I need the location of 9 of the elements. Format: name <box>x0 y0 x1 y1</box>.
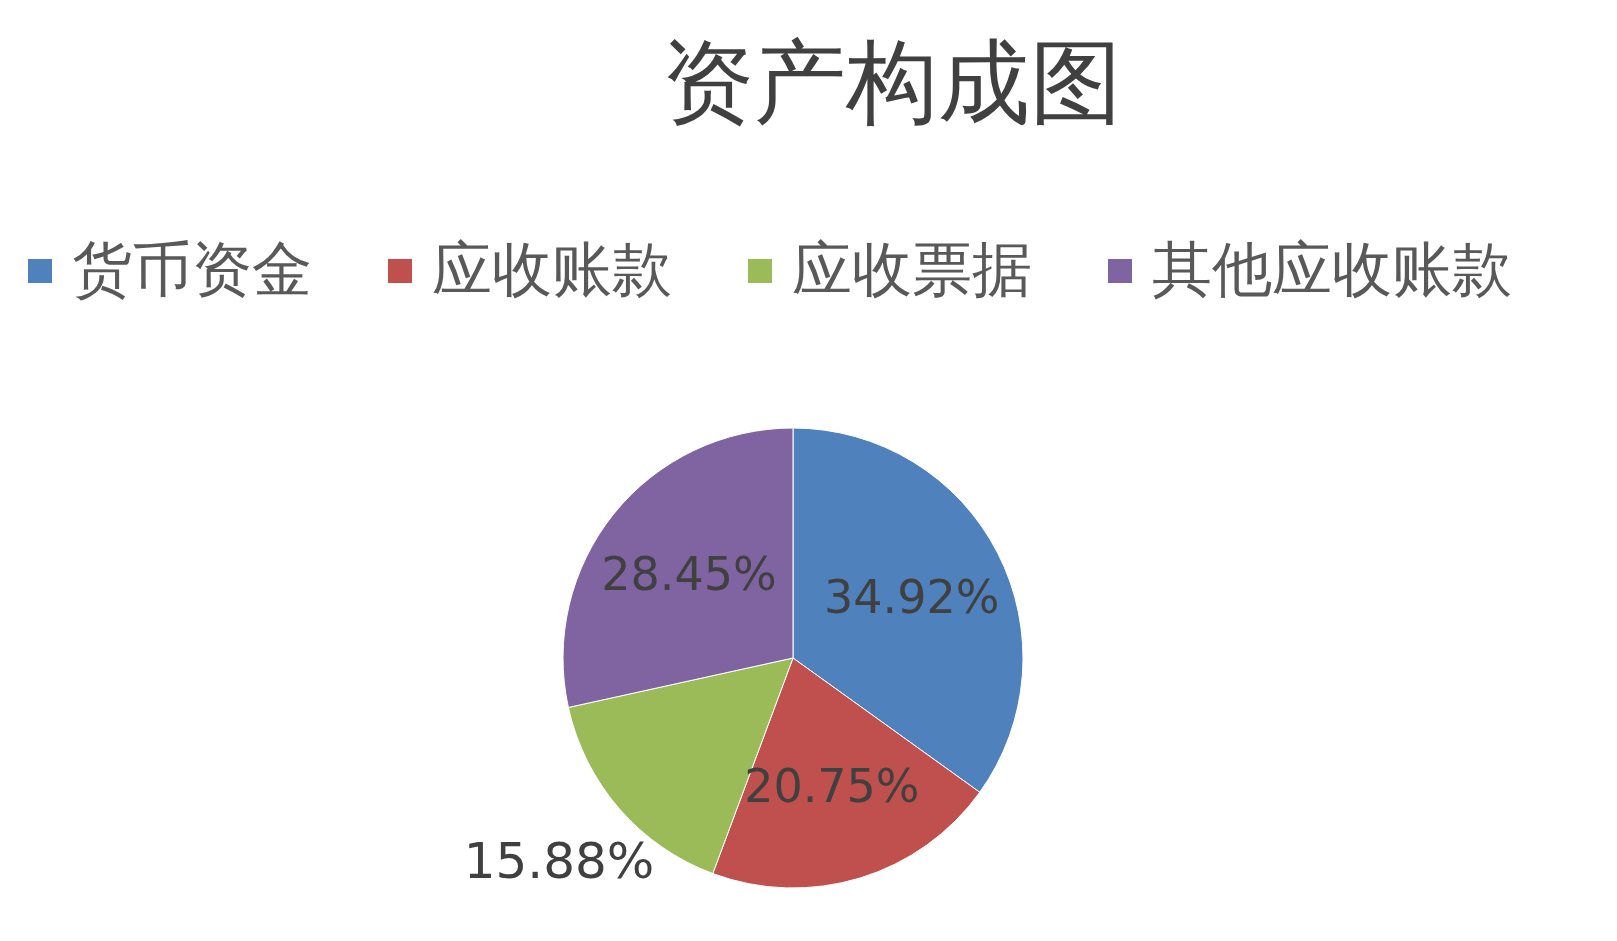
data-label: 34.92% <box>824 570 1000 625</box>
data-label: 20.75% <box>744 758 920 813</box>
data-label: 15.88% <box>463 832 655 891</box>
legend-label: 应收票据 <box>792 234 1032 304</box>
legend-label: 其他应收账款 <box>1152 234 1512 304</box>
legend-label: 应收账款 <box>432 234 672 304</box>
chart-title: 资产构成图 <box>662 29 1122 136</box>
legend-label: 货币资金 <box>72 234 312 304</box>
data-label: 28.45% <box>601 547 777 602</box>
